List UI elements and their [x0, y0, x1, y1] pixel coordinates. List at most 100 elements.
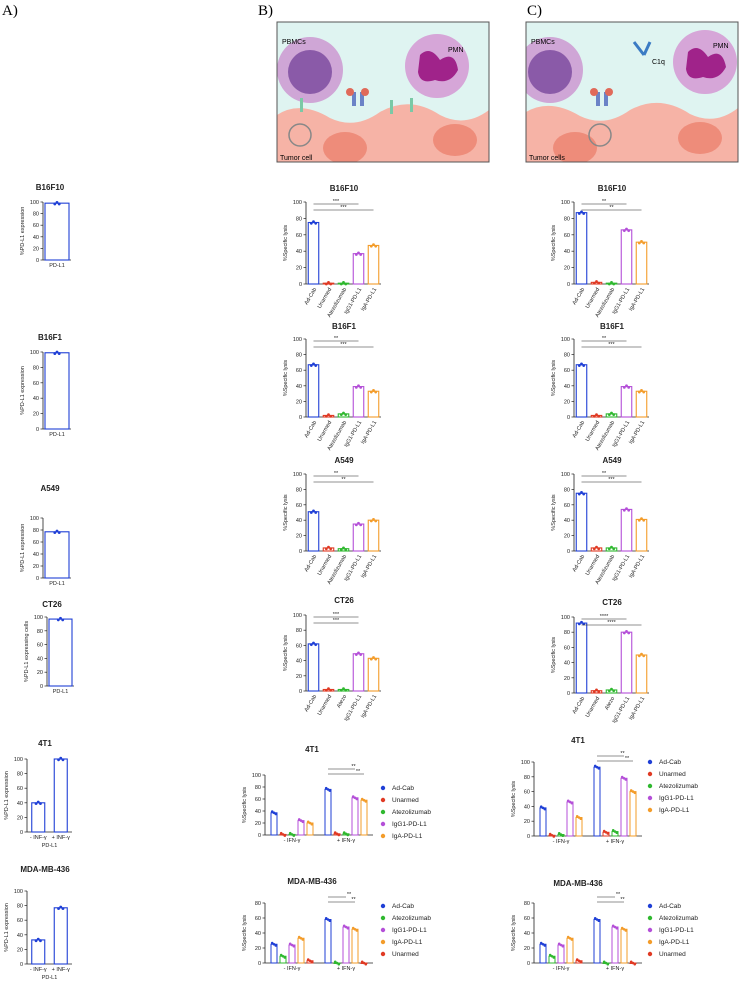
y-axis-label: %Specific lysis [551, 225, 557, 262]
bar [352, 523, 365, 552]
y-axis-label: %Specific lysis [242, 787, 248, 824]
y-tick-label: 40 [564, 384, 570, 390]
x-tick-label: IgA-PD-L1 [360, 694, 378, 719]
data-point [582, 212, 586, 215]
y-tick-label: 100 [30, 350, 39, 356]
y-tick-label: 20 [33, 412, 39, 418]
data-point [610, 687, 613, 691]
data-point [580, 362, 583, 366]
legend-marker [647, 807, 653, 813]
y-tick-label: 40 [296, 518, 302, 524]
bar [575, 364, 588, 418]
y-tick-label: 40 [33, 235, 39, 241]
bar [307, 643, 320, 692]
data-point [642, 241, 646, 245]
chart-c5: 4T1 0 20 40 60 80 100 %Specific lysis - IFN-γ + I… [511, 736, 698, 845]
chart-a2: B16F1 0 20 40 60 80 100 %PD-L1 expression PD-L1 [20, 333, 71, 438]
data-point [36, 800, 40, 804]
significance-label: ** [334, 471, 339, 477]
data-point [595, 545, 598, 549]
chart-b1: B16F10 0 20 40 60 80 100 %Specific lysis Ad-CabU… [283, 184, 381, 319]
data-point [372, 243, 375, 247]
data-point [607, 282, 611, 286]
chart-a3: A549 0 20 40 60 80 100 %PD-L1 expression PD-L1 [20, 484, 71, 587]
legend-marker [380, 809, 386, 815]
y-tick-label: 40 [564, 249, 570, 255]
y-axis-label: %Specific lysis [283, 225, 289, 262]
chart-title: B16F10 [330, 184, 359, 193]
significance-label: ** [625, 756, 630, 762]
y-tick-label: 0 [527, 961, 530, 967]
significance-label: ** [341, 477, 346, 483]
data-point [597, 547, 601, 551]
data-point [595, 688, 598, 692]
chart-title: B16F10 [598, 184, 627, 193]
bar [44, 531, 70, 579]
legend-label: Ad-Cab [392, 785, 414, 792]
y-tick-label: 60 [564, 233, 570, 239]
chart-title: CT26 [42, 600, 62, 609]
y-tick-label: 80 [564, 353, 570, 359]
data-point [329, 688, 333, 692]
y-tick-label: 0 [20, 962, 23, 968]
data-point [342, 411, 345, 415]
y-tick-label: 60 [296, 233, 302, 239]
data-point [344, 413, 348, 417]
data-point [612, 689, 616, 693]
data-point [274, 944, 278, 947]
legend-marker [647, 951, 653, 957]
data-point [339, 548, 343, 551]
legend-marker [647, 783, 653, 789]
data-point [53, 202, 57, 206]
data-point [283, 956, 287, 959]
chart-c3: A549 0 20 40 60 80 100 %Specific lysis Ad-CabUna… [551, 456, 649, 586]
y-tick-label: 20 [37, 670, 43, 676]
legend-marker [380, 785, 386, 791]
data-point [329, 282, 333, 286]
pmn-label-b: PMN [448, 47, 464, 54]
bar [635, 518, 648, 552]
chart-b3: A549 0 20 40 60 80 100 %Specific lysis Ad-CabUna… [283, 456, 381, 586]
data-point [314, 511, 318, 514]
bar [31, 802, 46, 833]
significance-label: *** [608, 342, 615, 348]
y-tick-label: 20 [296, 674, 302, 680]
data-point [372, 389, 375, 392]
y-tick-label: 0 [527, 834, 530, 840]
y-tick-label: 60 [296, 368, 302, 374]
pbmc-label-b: PBMCs [282, 39, 306, 46]
data-point [327, 687, 330, 691]
data-point [579, 960, 583, 964]
data-point [552, 835, 556, 838]
y-tick-label: 40 [524, 931, 530, 937]
data-point [337, 962, 341, 966]
data-point [354, 253, 358, 256]
significance-label: ** [351, 764, 356, 770]
y-tick-label: 100 [561, 200, 570, 206]
x-tick-label: Ad-Cab [304, 420, 319, 439]
y-tick-label: 40 [17, 933, 23, 939]
bar [352, 653, 365, 692]
y-tick-label: 80 [17, 904, 23, 910]
data-point [357, 651, 360, 655]
x-tick-label: + IFN-γ [337, 838, 355, 844]
significance-label: *** [333, 612, 340, 618]
data-point [310, 822, 314, 826]
data-point [640, 652, 643, 656]
bar [566, 801, 574, 837]
legend-label: Ad-Cab [659, 903, 681, 910]
y-tick-label: 20 [33, 564, 39, 570]
y-tick-label: 20 [17, 815, 23, 821]
y-tick-label: 60 [17, 786, 23, 792]
bar [367, 390, 380, 418]
x-tick-label: Unarmed [585, 420, 602, 443]
y-tick-label: 20 [296, 266, 302, 272]
significance-label: *** [333, 199, 340, 205]
y-tick-label: 20 [564, 399, 570, 405]
legend-label: Ad-Cab [392, 903, 414, 910]
data-point [59, 616, 62, 620]
chart-title: MDA-MB-436 [287, 877, 337, 886]
data-point [346, 833, 350, 837]
y-tick-label: 40 [564, 661, 570, 667]
y-tick-label: 60 [296, 503, 302, 509]
